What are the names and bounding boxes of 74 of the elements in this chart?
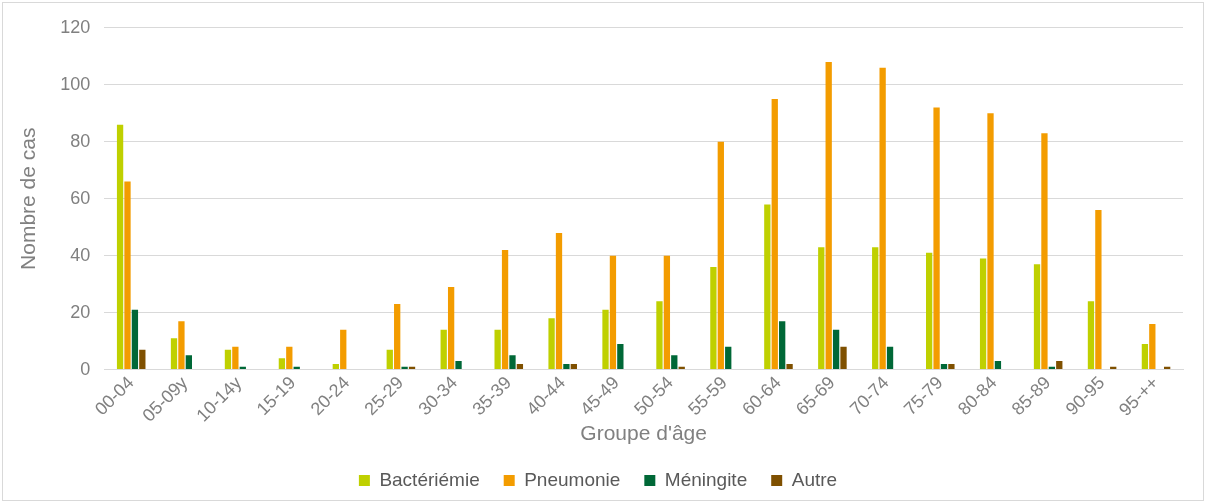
bar	[131, 309, 139, 370]
bar	[987, 113, 994, 370]
bar	[494, 329, 501, 370]
bar	[717, 141, 724, 370]
y-tick-label: 20	[70, 301, 91, 322]
bar	[501, 249, 509, 370]
legend-label: Pneumonie	[524, 468, 621, 490]
bar	[832, 329, 840, 370]
bar	[818, 247, 825, 370]
bar	[232, 346, 239, 370]
x-axis-title: Groupe d'âge	[580, 421, 707, 445]
bar	[570, 363, 577, 370]
bar	[979, 258, 987, 370]
bar	[609, 255, 617, 370]
bar	[548, 318, 555, 370]
bar	[455, 361, 462, 370]
bar	[825, 61, 832, 370]
bar	[286, 346, 293, 370]
bar	[1033, 264, 1041, 370]
bar	[394, 304, 401, 370]
bar	[948, 363, 955, 370]
legend-label: Autre	[791, 468, 838, 490]
y-tick-label: 0	[80, 358, 91, 379]
legend-label: Méningite	[664, 468, 748, 490]
bar	[563, 363, 570, 370]
bar	[710, 267, 717, 370]
bar	[332, 363, 339, 370]
bar	[124, 181, 131, 370]
bar	[926, 252, 933, 370]
bar	[671, 355, 678, 370]
bar	[340, 329, 347, 370]
bar	[940, 363, 948, 370]
bar	[555, 232, 563, 370]
y-tick-label: 40	[70, 244, 91, 265]
bar	[1149, 324, 1156, 370]
bar	[1141, 343, 1149, 370]
bar	[224, 349, 232, 370]
bar	[1087, 301, 1095, 370]
bar	[185, 355, 192, 370]
y-tick-label: 60	[70, 187, 91, 208]
legend-label: Bactériémie	[379, 468, 480, 490]
bar	[933, 107, 940, 370]
bar	[886, 346, 894, 370]
bar	[617, 343, 624, 370]
bar	[786, 363, 793, 370]
bar	[725, 346, 732, 370]
bar	[278, 358, 286, 370]
bar	[440, 329, 447, 370]
bar	[1056, 361, 1063, 370]
bar	[764, 204, 771, 370]
bar	[663, 255, 671, 370]
bar	[656, 301, 663, 370]
bar	[447, 287, 455, 370]
bar	[509, 355, 516, 370]
bar	[840, 346, 847, 370]
bar	[178, 321, 185, 370]
bar	[1041, 133, 1048, 370]
bar	[139, 349, 146, 370]
bar	[386, 349, 393, 370]
bar	[879, 67, 886, 370]
bar	[516, 363, 524, 370]
bar	[994, 361, 1002, 370]
bar	[779, 321, 786, 370]
bar	[602, 309, 609, 370]
bar	[771, 99, 778, 370]
y-axis-title: Nombre de cas	[16, 127, 40, 270]
bar	[116, 124, 124, 370]
bar	[872, 247, 879, 370]
y-tick-label: 120	[60, 16, 91, 37]
bar	[401, 366, 408, 370]
bar	[170, 338, 178, 370]
bar	[1095, 210, 1102, 370]
y-tick-label: 100	[60, 73, 91, 94]
y-tick-label: 80	[70, 130, 91, 151]
